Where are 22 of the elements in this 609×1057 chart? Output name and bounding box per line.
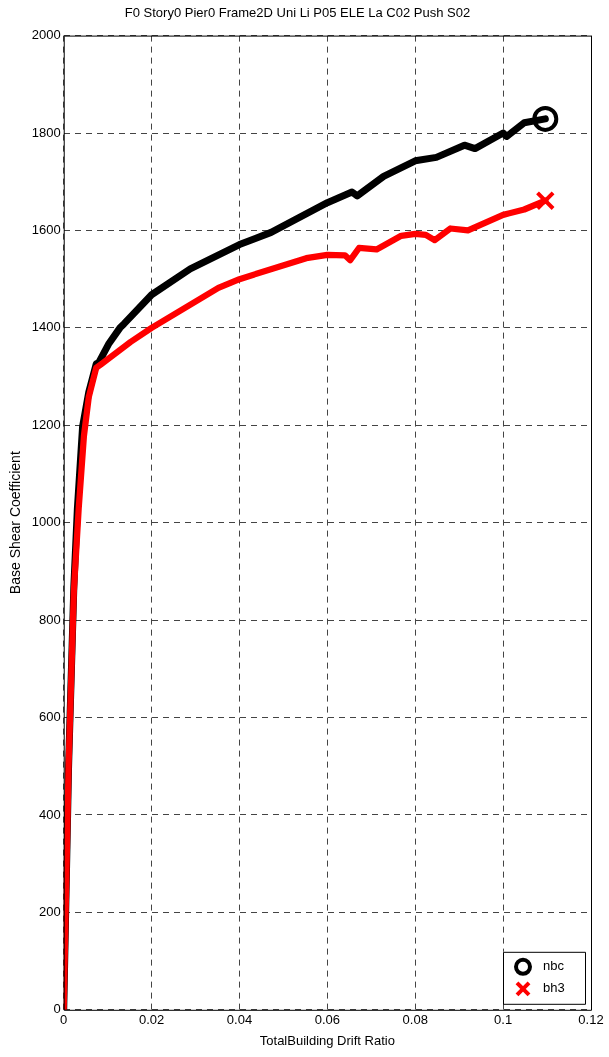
legend-label: nbc <box>543 958 565 974</box>
x-tick-label: 0.12 <box>578 1012 604 1028</box>
y-tick-label: 1600 <box>31 222 61 238</box>
x-tick-label: 0.02 <box>138 1012 165 1028</box>
y-tick-label: 200 <box>39 903 61 919</box>
y-tick-label: 1000 <box>31 514 61 530</box>
y-tick-label: 600 <box>39 709 61 725</box>
y-axis-title: Base Shear Coefficient <box>7 451 24 595</box>
chart-title: F0 Story0 Pier0 Frame2D Uni Li P05 ELE La C02 Push S02 <box>124 5 471 21</box>
y-tick-label: 400 <box>39 806 61 822</box>
y-tick-label: 2000 <box>31 27 61 43</box>
y-tick-label: 800 <box>39 611 61 627</box>
y-tick-label: 1800 <box>31 124 61 140</box>
x-axis-title: TotalBuilding Drift Ratio <box>259 1032 395 1048</box>
legend-label: bh3 <box>543 980 565 996</box>
y-tick-label: 1200 <box>31 416 61 432</box>
x-tick-label: 0.1 <box>494 1012 513 1028</box>
x-tick-label: 0.04 <box>226 1012 253 1028</box>
y-tick-label: 0 <box>53 1001 61 1017</box>
x-tick-label: 0.08 <box>402 1012 428 1028</box>
y-tick-label: 1400 <box>31 319 61 335</box>
x-tick-label: 0.06 <box>314 1012 341 1028</box>
